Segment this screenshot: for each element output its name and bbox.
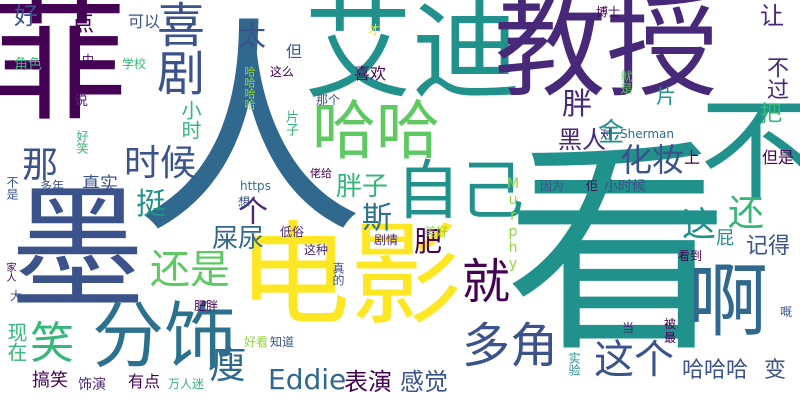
word-zhezhong: 这种 [304,243,329,257]
word-na: 那 [22,145,59,186]
word-biaoyan: 表演 [344,368,392,396]
word-hai: 还 [728,193,765,234]
word-pianzi: 片子 [283,110,298,136]
word-zui: 最 [664,331,677,345]
word-disu: 低俗 [280,225,305,239]
word-xianzai: 现在 [4,322,28,362]
word-shuo: 说 [74,93,88,109]
word-gaoxiao: 搞笑 [32,370,68,391]
word-fenshi: 分饰 [92,294,237,378]
word-ju: 佢 [586,179,599,193]
word-shang: 上 [684,148,701,167]
word-dianying: 电影 [238,211,462,341]
word-xiang: 想 [238,195,251,209]
word-a: 啊 [688,255,768,348]
word-jiaren: 家人 [4,262,15,282]
word-rang: 让 [760,2,784,30]
word-haokan: 好看 [244,335,269,349]
word-ganjue: 感觉 [400,368,448,396]
word-fei: 菲 [0,0,127,140]
word-keyi: 可以 [128,12,161,31]
word-shiyan: 饰演 [78,377,106,393]
word-pang: 胖 [562,87,592,122]
word-ba: 把 [760,102,783,127]
word-meihao: 美好 [424,225,449,239]
word-jiushi: 就是 [619,70,633,94]
word-wanrenmi: 万人迷 [168,377,205,391]
word-danshi: 但是 [762,148,795,167]
word-duojiao: 多角 [462,318,559,374]
word-xihuan: 喜欢 [354,64,387,83]
word-ting: 挺 [136,187,166,222]
word-pian: 片 [656,84,676,108]
word-cai: 才 [368,23,381,37]
word-shiniao: 屎尿 [212,224,265,254]
word-pi: 屁 [716,228,734,249]
word-zhege: 这个 [594,337,674,383]
word-huazhuang: 化妆 [620,141,685,179]
word-heiren: 黑人 [558,126,606,154]
word-haha: 哈哈 [312,95,440,169]
word-shou: 瘦 [208,343,247,387]
word-tai: 太 [238,19,267,52]
word-hao: 好 [14,2,38,30]
word-ren: 人 [134,0,365,266]
word-dian: 点 [72,12,95,37]
word-ge2: 嘅 [780,305,793,319]
word-jiu: 就 [462,254,511,310]
word-dan: 但 [286,42,303,61]
word-hahaha: 哈哈哈 [682,358,749,383]
word-zhe: 这 [682,205,716,245]
word-xiju: 喜剧 [148,0,204,96]
word-fei2: 肥 [414,225,443,258]
word-juese: 角色 [14,57,42,73]
word-juqing: 剧情 [374,233,399,247]
word-youdian: 有点 [128,372,161,391]
word-bian: 变 [764,358,787,383]
word-yinwei: 因为 [540,179,565,193]
word-bushi: 不是 [5,176,19,200]
word-jiaoshou: 教授 [494,0,718,113]
word-ge: 个 [238,195,268,230]
word-aidi: 艾迪 [304,0,521,114]
word-https: https [240,179,271,193]
word-xuexiao: 学校 [122,57,147,71]
word-si: 斯 [362,201,392,236]
word-shihou: 时候 [124,143,197,184]
word-dui: 对 [600,127,613,141]
word-feipang: 肥胖 [194,299,219,313]
word-zhong: 中 [82,53,95,67]
word-zheme: 这么 [270,65,295,79]
word-haishi: 还是 [150,247,230,293]
word-zhende: 真的 [331,262,345,286]
word-kan: 看 [505,121,730,383]
word-ziji: 自己 [396,155,524,229]
word-laogei: 佬给 [310,167,332,180]
word-haoxiao: 好笑 [75,130,89,154]
word-bei: 被 [664,317,677,331]
word-kandao: 看到 [678,249,703,263]
word-nage: 那个 [316,93,341,107]
word-murphy: Murphy [505,176,521,272]
word-hahahaha: 哈哈哈哈 [243,66,256,110]
word-zhenshi: 真实 [82,174,118,195]
word-xiaoshi: 小时 [178,100,202,140]
word-jin: 金 [598,118,625,148]
word-boshi: 博士 [596,5,621,19]
word-dang: 当 [622,321,635,335]
word-buguo: 不过 [763,56,788,100]
word-shiyan2: 实验 [567,352,581,376]
word-xiao: 笑 [30,318,74,369]
word-xiaoshihou: 小时候 [604,179,646,195]
word-bu: 不 [700,87,800,217]
word-mo: 墨 [10,171,145,328]
word-pangzi: 胖子 [336,172,389,202]
word-eddie: Eddie [268,363,347,396]
word-jide: 记得 [746,234,791,259]
word-da: 大 [10,289,23,303]
word-zhidao: 知道 [270,335,295,349]
word-duonian: 多年 [40,179,65,193]
word-sherman: Sherman [620,127,674,141]
